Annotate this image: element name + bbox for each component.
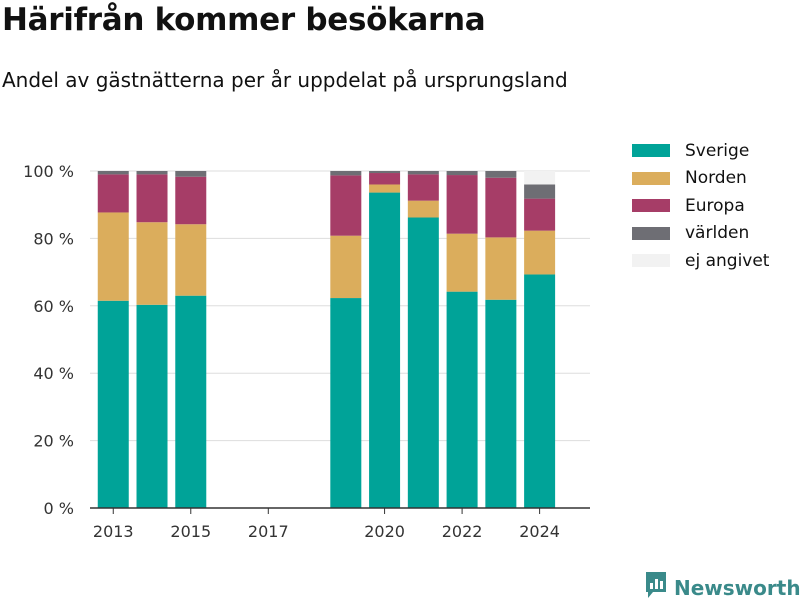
- legend-item-norden: Norden: [632, 165, 769, 193]
- legend: Sverige Norden Europa världen ej angivet: [632, 137, 769, 275]
- bar-segment: [369, 184, 401, 193]
- newsworthy-logo-icon: [644, 570, 668, 605]
- bar-segment: [524, 274, 556, 508]
- bar-segment: [407, 200, 439, 218]
- bar-segment: [446, 233, 478, 292]
- bar-segment: [524, 171, 556, 185]
- x-tick-label: 2017: [248, 522, 289, 541]
- x-tick-label: 2013: [93, 522, 134, 541]
- x-tick-label: 2022: [442, 522, 483, 541]
- bar-segment: [524, 184, 556, 199]
- legend-swatch-europa: [632, 199, 670, 213]
- bar-segment: [136, 304, 168, 508]
- legend-label-ej-angivet: ej angivet: [685, 250, 770, 271]
- legend-swatch-norden: [632, 171, 670, 185]
- y-tick-label: 0 %: [44, 499, 74, 518]
- bar-segment: [330, 171, 362, 176]
- legend-label-europa: Europa: [685, 195, 745, 216]
- bar-segment: [446, 171, 478, 176]
- y-tick-label: 60 %: [33, 297, 74, 316]
- bar-segment: [485, 237, 517, 300]
- bar-segment: [446, 291, 478, 508]
- legend-item-ej-angivet: ej angivet: [632, 247, 769, 275]
- bar-segment: [175, 176, 207, 225]
- legend-item-varlden: världen: [632, 220, 769, 248]
- bar-segment: [407, 171, 439, 175]
- bar-segment: [485, 177, 517, 238]
- bar-segment: [330, 235, 362, 299]
- legend-label-varlden: världen: [685, 223, 750, 244]
- bar-segment: [485, 299, 517, 508]
- y-tick-label: 100 %: [23, 162, 74, 181]
- bar-segment: [136, 174, 168, 223]
- brand-logo[interactable]: Newsworthy: [644, 570, 800, 605]
- bar-segment: [97, 174, 129, 213]
- legend-item-sverige: Sverige: [632, 137, 769, 165]
- y-tick-label: 40 %: [33, 364, 74, 383]
- bar-segment: [136, 222, 168, 305]
- y-tick-label: 20 %: [33, 432, 74, 451]
- bar-segment: [330, 175, 362, 236]
- legend-swatch-sverige: [632, 144, 670, 158]
- bar-segment: [407, 217, 439, 509]
- bar-segment: [446, 175, 478, 234]
- brand-name: Newsworthy: [674, 575, 800, 600]
- x-tick-label: 2024: [519, 522, 560, 541]
- bar-segment: [97, 300, 129, 508]
- bar-segment: [330, 298, 362, 508]
- chart-subtitle: Andel av gästnätterna per år uppdelat på…: [2, 68, 568, 92]
- bar-segment: [485, 171, 517, 178]
- chart-title: Härifrån kommer besökarna: [2, 2, 486, 38]
- bar-segment: [524, 198, 556, 231]
- bar-segment: [175, 295, 207, 508]
- bar-segment: [175, 224, 207, 296]
- bar-segment: [97, 171, 129, 175]
- bar-segment: [369, 192, 401, 508]
- y-tick-label: 80 %: [33, 229, 74, 248]
- legend-label-sverige: Sverige: [685, 140, 750, 161]
- bar-segment: [369, 173, 401, 185]
- bar-segment: [97, 212, 129, 301]
- legend-item-europa: Europa: [632, 192, 769, 220]
- legend-swatch-varlden: [632, 226, 670, 240]
- x-tick-label: 2015: [170, 522, 211, 541]
- bar-segment: [524, 230, 556, 275]
- bar-segment: [136, 171, 168, 175]
- bar-segment: [369, 171, 401, 174]
- legend-label-norden: Norden: [685, 168, 747, 189]
- x-tick-label: 2020: [364, 522, 405, 541]
- bar-segment: [407, 174, 439, 201]
- bar-segment: [175, 171, 207, 177]
- legend-swatch-ej-angivet: [632, 254, 670, 268]
